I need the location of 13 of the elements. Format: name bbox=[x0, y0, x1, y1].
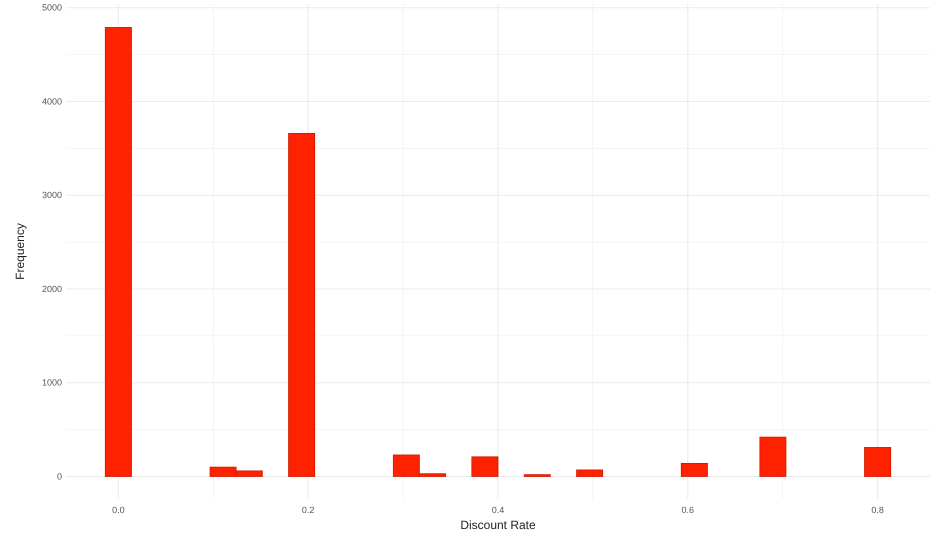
x-tick-label: 0.2 bbox=[302, 505, 314, 515]
y-tick-label: 2000 bbox=[42, 284, 62, 294]
y-tick-label: 4000 bbox=[42, 96, 62, 106]
y-axis-title: Frequency bbox=[13, 223, 27, 280]
y-tick-label: 1000 bbox=[42, 378, 62, 388]
y-tick-label: 0 bbox=[56, 471, 62, 482]
x-tick-label: 0.6 bbox=[682, 505, 694, 515]
x-axis-title: Discount Rate bbox=[460, 518, 536, 532]
y-tick-label: 3000 bbox=[42, 190, 62, 200]
x-tick-label: 0.4 bbox=[492, 505, 504, 515]
x-tick-label: 0.8 bbox=[871, 505, 884, 515]
x-tick-label: 0.0 bbox=[112, 505, 125, 515]
y-tick-label: 5000 bbox=[42, 2, 62, 13]
